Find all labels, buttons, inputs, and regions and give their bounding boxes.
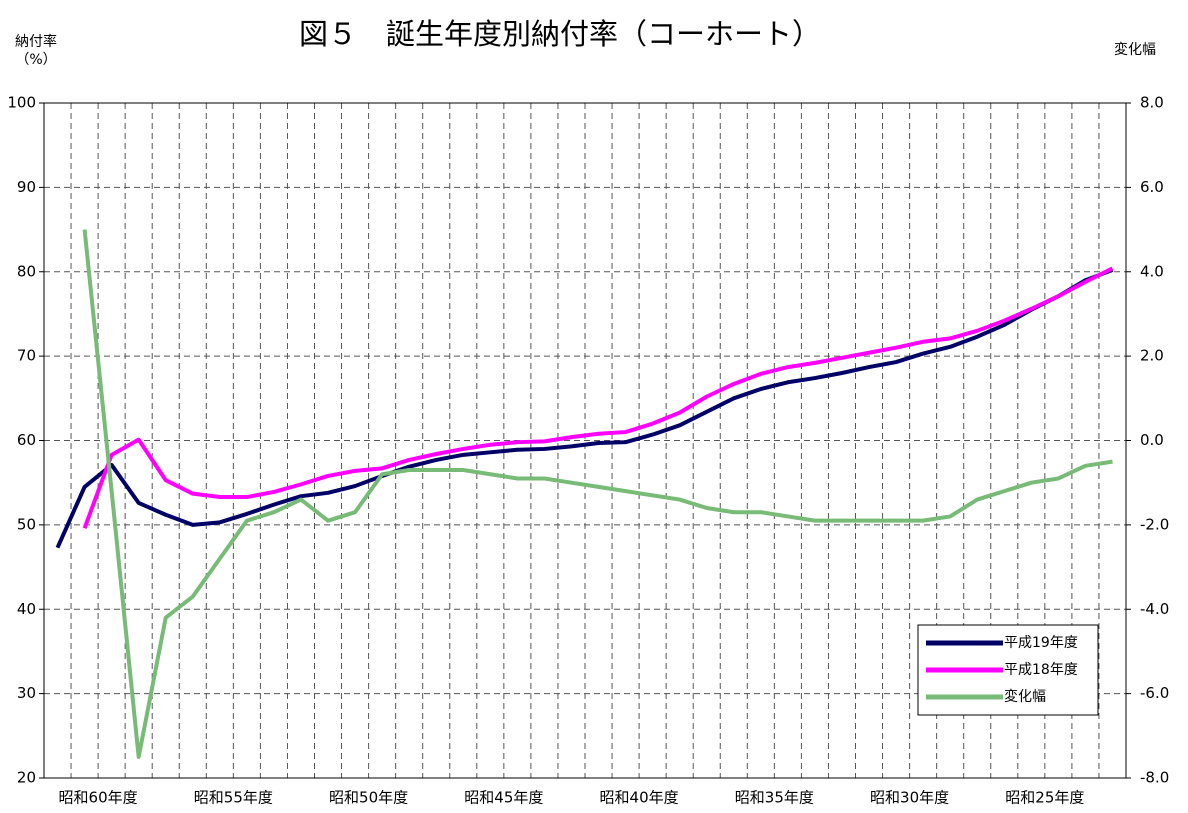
plot-frame: [43, 102, 1127, 779]
series-line: [55, 268, 1114, 549]
y2-tick-label: -8.0: [1140, 769, 1169, 787]
y-axis-title: （%）: [15, 52, 56, 68]
x-tick-label: 昭和25年度: [1005, 789, 1084, 807]
y2-tick-label: 0.0: [1140, 431, 1164, 449]
y2-axis-title: 変化幅: [1114, 41, 1156, 58]
x-tick-label: 昭和60年度: [59, 789, 138, 807]
x-tick-label: 昭和50年度: [329, 789, 408, 807]
y2-tick-label: -4.0: [1140, 600, 1169, 618]
y-tick-label: 20: [17, 769, 36, 787]
x-tick-label: 昭和45年度: [464, 789, 543, 807]
legend-label: 平成18年度: [1004, 662, 1078, 678]
y2-tick-label: 2.0: [1140, 347, 1164, 365]
y-tick-label: 60: [17, 431, 36, 449]
series-line: [82, 266, 1114, 529]
y2-tick-label: 4.0: [1140, 262, 1164, 280]
legend-label: 平成19年度: [1004, 635, 1078, 651]
series-line: [82, 229, 1113, 759]
y-tick-label: 90: [17, 178, 36, 196]
y-tick-label: 100: [7, 94, 36, 112]
y2-tick-label: 8.0: [1140, 94, 1164, 112]
x-tick-label: 昭和35年度: [735, 789, 814, 807]
y-axis-title: 納付率: [15, 33, 57, 50]
y-tick-label: 30: [17, 684, 36, 702]
legend-label: 変化幅: [1004, 688, 1046, 705]
y-tick-label: 50: [17, 515, 36, 533]
x-tick-label: 昭和55年度: [194, 789, 273, 807]
y-tick-label: 80: [17, 262, 36, 280]
y-tick-label: 70: [17, 347, 36, 365]
y-tick-label: 40: [17, 600, 36, 618]
chart-title: 図５ 誕生年度別納付率（コーホート）: [299, 17, 821, 51]
x-tick-label: 昭和30年度: [870, 789, 949, 807]
y2-tick-label: -2.0: [1140, 515, 1169, 533]
y2-tick-label: 6.0: [1140, 178, 1164, 196]
y2-tick-label: -6.0: [1140, 684, 1169, 702]
x-tick-label: 昭和40年度: [600, 789, 679, 807]
